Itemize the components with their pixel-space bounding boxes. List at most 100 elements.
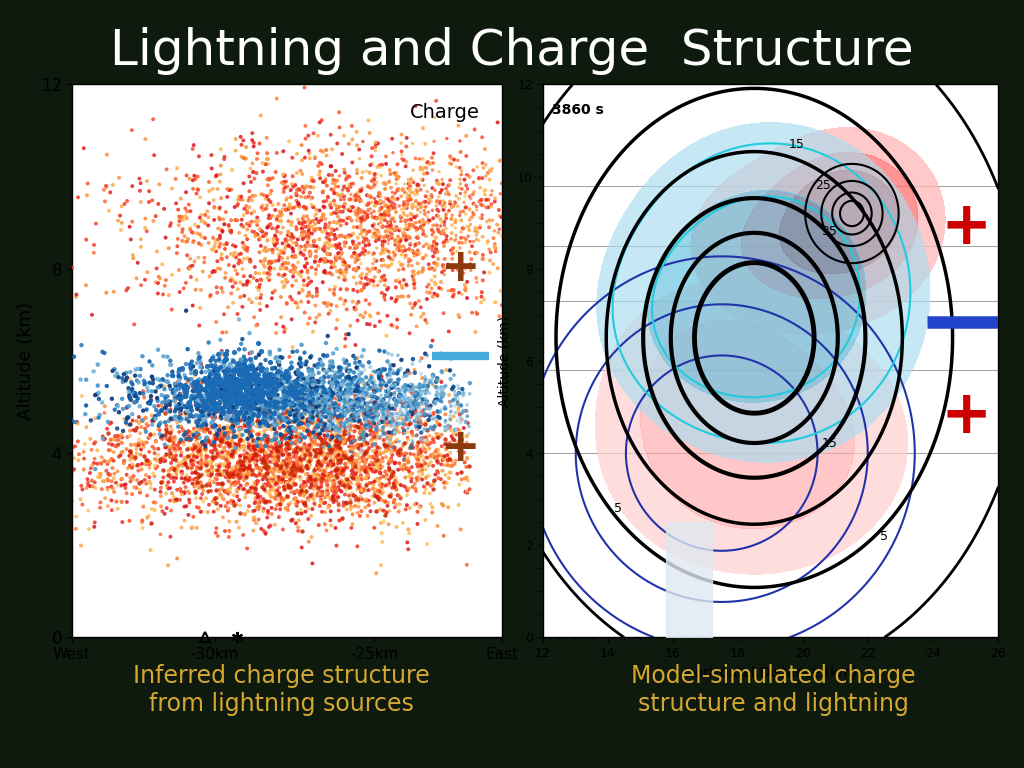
Point bbox=[252, 297, 268, 310]
Point bbox=[165, 384, 181, 396]
Point bbox=[114, 429, 130, 441]
Point bbox=[411, 398, 427, 410]
Point bbox=[323, 256, 339, 268]
Point bbox=[384, 229, 400, 241]
Point bbox=[332, 214, 348, 227]
Point bbox=[264, 247, 281, 259]
Point bbox=[339, 183, 355, 195]
Point bbox=[116, 413, 132, 425]
Point bbox=[302, 396, 318, 408]
Point bbox=[199, 387, 215, 399]
Point bbox=[225, 379, 242, 392]
Point bbox=[285, 382, 301, 394]
Point bbox=[290, 257, 306, 269]
Point bbox=[217, 436, 233, 449]
Point bbox=[318, 478, 335, 491]
Point bbox=[295, 442, 311, 455]
Point bbox=[231, 507, 248, 519]
Point bbox=[328, 383, 344, 396]
Point bbox=[262, 389, 279, 402]
Point bbox=[226, 415, 243, 428]
Point bbox=[208, 385, 224, 397]
Point bbox=[361, 402, 378, 414]
Point bbox=[391, 224, 408, 237]
Point bbox=[262, 392, 279, 404]
Point bbox=[303, 276, 319, 288]
Point bbox=[428, 177, 444, 190]
Point bbox=[391, 396, 408, 408]
Point bbox=[182, 474, 199, 486]
Point bbox=[206, 265, 222, 277]
Point bbox=[389, 193, 406, 205]
Point bbox=[297, 408, 313, 420]
Point bbox=[159, 426, 175, 439]
Point bbox=[393, 280, 410, 292]
Point bbox=[316, 245, 333, 257]
Point bbox=[135, 441, 152, 453]
Point bbox=[250, 503, 266, 515]
Point bbox=[227, 365, 244, 377]
Point bbox=[77, 438, 93, 450]
Point bbox=[193, 448, 209, 460]
Point bbox=[210, 263, 226, 275]
Point bbox=[170, 380, 186, 392]
Point bbox=[60, 172, 77, 184]
Point bbox=[225, 441, 242, 453]
Point bbox=[138, 403, 155, 415]
Point bbox=[221, 425, 238, 437]
Point bbox=[360, 389, 377, 402]
Point bbox=[394, 227, 411, 239]
Point bbox=[263, 412, 280, 424]
Point bbox=[291, 286, 307, 299]
Point bbox=[310, 399, 327, 412]
Point bbox=[275, 420, 292, 432]
Point bbox=[413, 301, 429, 313]
Point bbox=[368, 453, 384, 465]
Point bbox=[217, 366, 233, 379]
Point bbox=[183, 356, 200, 368]
Point bbox=[318, 267, 335, 280]
Point bbox=[204, 466, 220, 478]
Point bbox=[172, 483, 188, 495]
Point bbox=[253, 392, 269, 404]
Point bbox=[383, 203, 399, 215]
Point bbox=[246, 391, 262, 403]
Point bbox=[370, 365, 386, 377]
Point bbox=[324, 409, 340, 421]
Point bbox=[366, 180, 382, 193]
Point bbox=[408, 195, 424, 207]
Point bbox=[354, 247, 371, 259]
Point bbox=[430, 253, 446, 265]
Point bbox=[163, 449, 179, 461]
Point bbox=[231, 254, 248, 266]
Point bbox=[352, 482, 369, 494]
Point bbox=[159, 502, 175, 515]
Point bbox=[208, 459, 224, 472]
Point bbox=[386, 426, 402, 439]
Point bbox=[180, 475, 197, 487]
Point bbox=[200, 379, 216, 392]
Point bbox=[385, 418, 401, 430]
Point bbox=[330, 430, 346, 442]
Point bbox=[262, 495, 279, 508]
Point bbox=[364, 434, 380, 446]
Point bbox=[211, 397, 227, 409]
Point bbox=[275, 386, 292, 399]
Point bbox=[348, 412, 365, 425]
Point bbox=[443, 227, 460, 240]
Point bbox=[245, 408, 261, 420]
Point bbox=[239, 485, 255, 498]
Point bbox=[140, 432, 157, 444]
Point bbox=[352, 469, 369, 482]
Point bbox=[281, 481, 297, 493]
Point bbox=[198, 456, 214, 468]
Point bbox=[236, 241, 252, 253]
Point bbox=[305, 474, 322, 486]
Point bbox=[154, 433, 170, 445]
Point bbox=[408, 398, 424, 410]
Point bbox=[224, 445, 241, 457]
Point bbox=[357, 465, 374, 478]
Point bbox=[339, 383, 355, 396]
Point bbox=[410, 179, 426, 191]
Point bbox=[165, 449, 181, 462]
